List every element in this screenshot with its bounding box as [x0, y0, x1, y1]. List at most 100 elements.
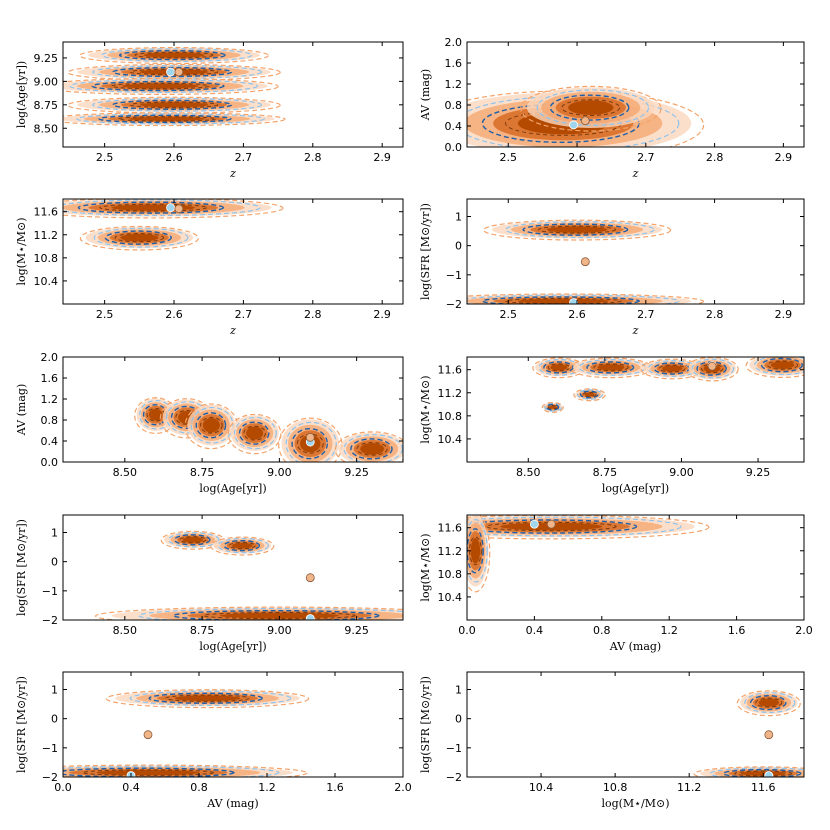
y-tick-label: 10.8: [438, 568, 463, 581]
y-tick-label: 0.8: [41, 414, 59, 427]
y-tick-label: 0.0: [445, 141, 463, 154]
y-axis-label: log(M⋆/M⊙): [419, 375, 432, 443]
density-blob: [693, 766, 804, 777]
x-tick-label: 2.9: [775, 151, 793, 164]
y-tick-label: 11.2: [438, 387, 463, 400]
best-fit-marker: [580, 257, 590, 267]
x-axis-label: log(Age[yr]): [199, 482, 266, 495]
x-tick-label: 2.7: [235, 151, 253, 164]
density-blob: [532, 357, 586, 379]
best-fit-marker: [569, 298, 579, 304]
density-blob: [520, 85, 662, 132]
plot-area: [63, 689, 310, 777]
plot-area: [532, 357, 804, 413]
axes-frame: [466, 356, 805, 463]
panel-4: 2.5 2.6 2.7 2.8 2.9 −2 −1 0 1 z log(SFR [M⊙/yr]): [419, 198, 805, 337]
x-tick-label: 0.4: [526, 624, 544, 637]
y-tick-label: 9.25: [34, 52, 59, 65]
axes-frame: [62, 356, 404, 463]
x-tick-label: 8.75: [593, 466, 618, 479]
density-blob: [63, 764, 308, 777]
y-tick-label: 10.8: [438, 410, 463, 423]
x-tick-label: 11.6: [751, 781, 776, 794]
y-tick-label: −2: [42, 614, 58, 627]
best-fit-marker: [764, 730, 774, 740]
plot-area: [693, 690, 804, 777]
y-tick-label: 11.6: [438, 364, 463, 377]
plot-area: [467, 219, 705, 304]
density-blob: [79, 46, 269, 65]
panel-7: 8.50 8.75 9.00 9.25 −2 −1 0 1 log(Age[yr]) log(SF…: [15, 514, 404, 653]
y-tick-label: 0.8: [445, 99, 463, 112]
x-tick-label: 9.00: [267, 466, 292, 479]
density-blob: [467, 515, 710, 540]
y-tick-label: 1.2: [41, 393, 59, 406]
best-fit-marker: [305, 573, 315, 583]
x-tick-label: 2.6: [165, 308, 183, 321]
density-blob: [94, 606, 403, 620]
x-axis-label: AV (mag): [206, 797, 258, 810]
y-axis-label: log(SFR [M⊙/yr]): [419, 676, 432, 773]
density-blob: [745, 357, 804, 378]
y-tick-label: 10.4: [34, 275, 59, 288]
x-tick-label: 9.00: [669, 466, 694, 479]
density-blob: [79, 225, 199, 251]
best-fit-marker: [707, 361, 717, 371]
plot-area: [467, 85, 705, 147]
x-tick-label: 2.5: [500, 308, 518, 321]
density-blob: [63, 199, 284, 219]
density-blob: [210, 536, 275, 556]
x-tick-label: 0.0: [458, 624, 476, 637]
y-axis-label: log(M⋆/M⊙): [419, 533, 432, 601]
x-tick-label: 11.2: [677, 781, 702, 794]
density-blob: [573, 388, 606, 402]
x-tick-label: 8.50: [516, 466, 541, 479]
x-tick-label: 1.6: [728, 624, 746, 637]
y-tick-label: −1: [446, 742, 462, 755]
y-tick-label: 0: [455, 240, 462, 253]
axes-frame: [62, 671, 404, 778]
x-tick-label: 2.6: [568, 308, 586, 321]
panel-5: 8.50 8.75 9.00 9.25 0.0 0.4 0.8 1.2 1.6 2.0 log(Ag…: [15, 351, 404, 495]
x-tick-label: 10.8: [603, 781, 628, 794]
best-fit-marker: [174, 67, 184, 77]
y-tick-label: 2.0: [445, 36, 463, 49]
density-blob: [160, 530, 225, 550]
y-tick-label: −1: [42, 585, 58, 598]
y-tick-label: 1: [455, 684, 462, 697]
density-blob: [67, 96, 281, 114]
y-tick-label: −2: [42, 771, 58, 784]
plot-area: [94, 530, 403, 620]
best-fit-marker: [569, 120, 579, 130]
x-axis-label: log(Age[yr]): [199, 640, 266, 653]
x-tick-label: 8.75: [190, 624, 215, 637]
x-tick-label: 2.7: [637, 151, 655, 164]
y-tick-label: 0.0: [41, 456, 59, 469]
plot-area: [134, 397, 403, 462]
best-fit-marker: [174, 204, 184, 214]
density-blob: [227, 413, 282, 455]
y-tick-label: 0: [51, 556, 58, 569]
axes-frame: [466, 41, 805, 148]
x-tick-label: 2.0: [394, 781, 412, 794]
panel-3: 2.5 2.6 2.7 2.8 2.9 10.4 10.8 11.2 11.6 z log(M⋆/M…: [15, 198, 404, 337]
x-tick-label: 0.4: [122, 781, 140, 794]
best-fit-marker: [166, 67, 175, 77]
x-tick-label: 1.2: [660, 624, 678, 637]
y-tick-label: 11.2: [34, 229, 59, 242]
x-tick-label: 2.7: [637, 308, 655, 321]
x-axis-label: z: [632, 324, 639, 337]
best-fit-marker: [305, 432, 315, 442]
y-tick-label: −1: [446, 269, 462, 282]
y-axis-label: AV (mag): [15, 384, 28, 436]
density-blob: [63, 77, 279, 96]
density-blob: [640, 358, 705, 380]
x-tick-label: 9.25: [344, 624, 369, 637]
y-tick-label: −1: [42, 742, 58, 755]
y-tick-label: 8.75: [34, 99, 59, 112]
density-blob: [184, 403, 239, 450]
best-fit-marker: [764, 771, 774, 777]
x-tick-label: 9.25: [746, 466, 771, 479]
y-tick-label: −2: [446, 298, 462, 311]
